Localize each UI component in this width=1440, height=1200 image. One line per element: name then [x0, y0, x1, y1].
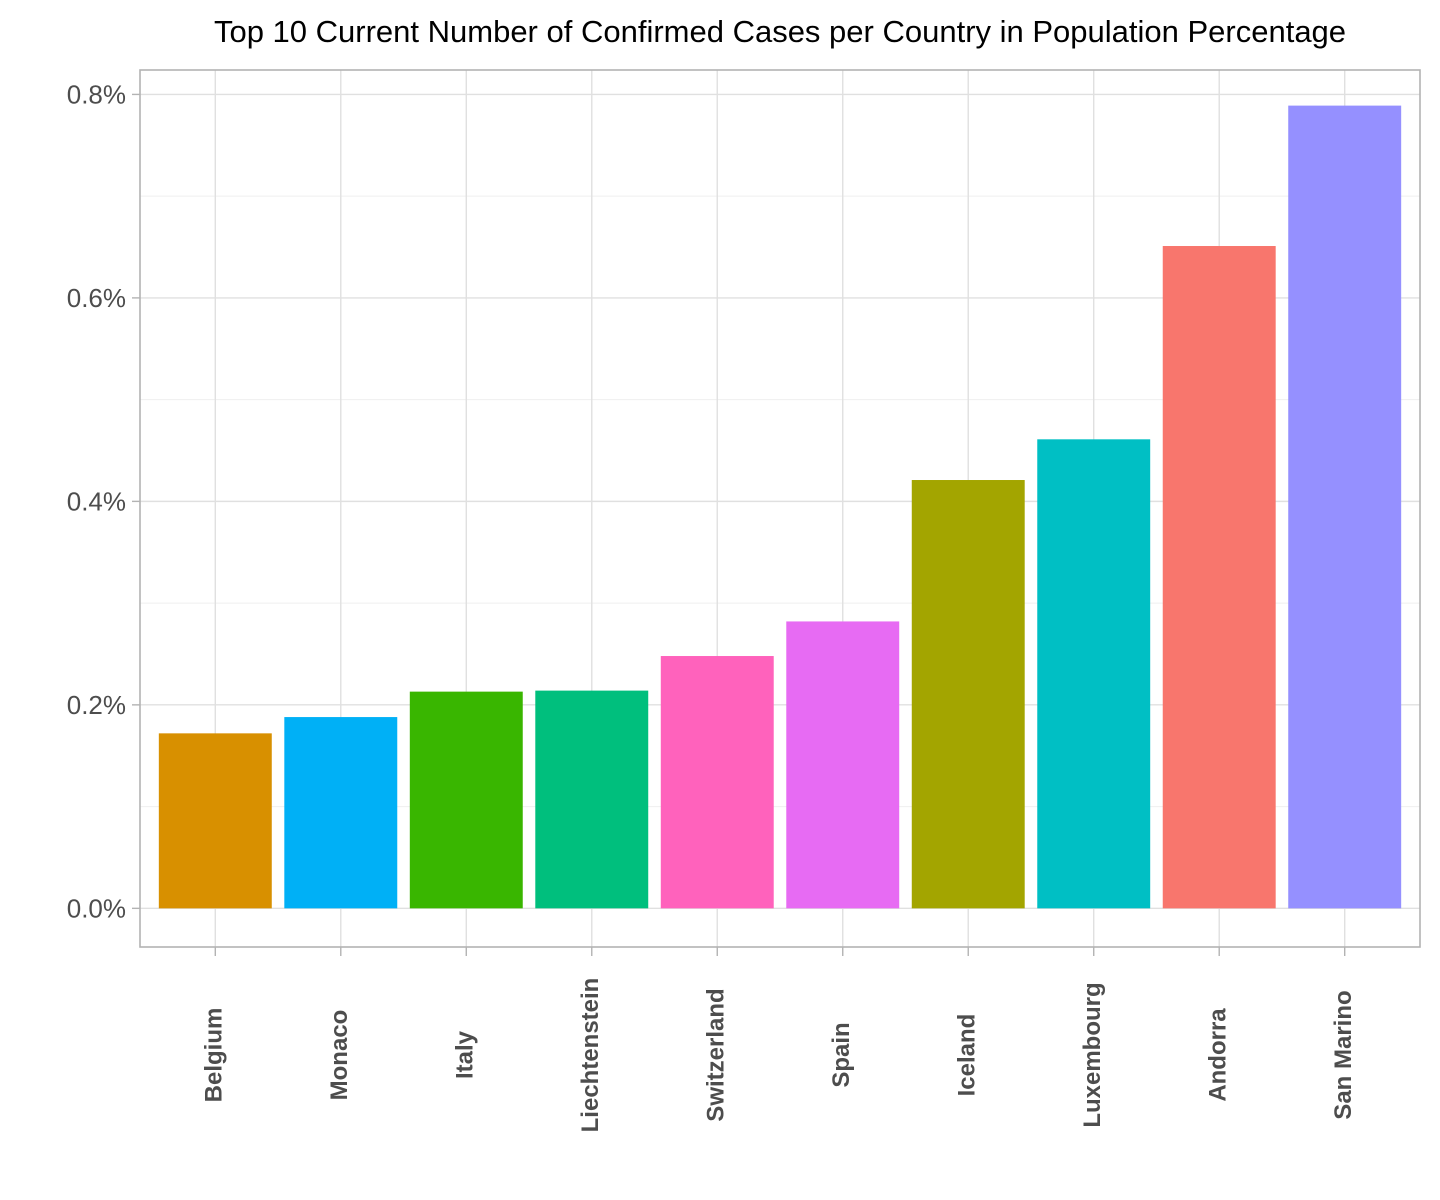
bar-luxembourg — [1037, 439, 1151, 909]
bar-spain — [786, 621, 900, 909]
x-axis: Belgium Monaco Italy Liechtenstein Switzerla… — [201, 947, 1357, 1132]
bar-belgium — [158, 733, 272, 909]
bar-italy — [409, 691, 523, 909]
x-tick-label: Liechtenstein — [577, 978, 604, 1133]
y-axis: 0.0% 0.2% 0.4% 0.6% 0.8% — [67, 79, 140, 923]
chart-title: Top 10 Current Number of Confirmed Cases… — [214, 14, 1346, 49]
x-tick-label: Spain — [828, 1022, 855, 1087]
y-tick-label: 0.0% — [67, 893, 126, 923]
x-tick-label: Belgium — [201, 1008, 228, 1103]
bar-andorra — [1162, 246, 1276, 909]
bar-liechtenstein — [535, 690, 649, 909]
x-tick-label: Italy — [452, 1030, 479, 1079]
x-tick-label: Iceland — [954, 1014, 981, 1097]
x-tick-label: Luxembourg — [1079, 982, 1106, 1127]
x-tick-label: Switzerland — [703, 988, 730, 1121]
x-tick-label: Monaco — [326, 1010, 353, 1101]
bar-monaco — [284, 717, 398, 909]
y-tick-label: 0.4% — [67, 486, 126, 516]
y-tick-label: 0.8% — [67, 79, 126, 109]
bar-switzerland — [660, 656, 774, 909]
y-tick-label: 0.2% — [67, 690, 126, 720]
bars — [158, 105, 1402, 909]
y-tick-label: 0.6% — [67, 283, 126, 313]
x-tick-label: San Marino — [1330, 990, 1357, 1119]
bar-san-marino — [1288, 105, 1402, 909]
bar-iceland — [911, 480, 1025, 909]
x-tick-label: Andorra — [1205, 1008, 1232, 1102]
plot-panel — [139, 69, 1421, 948]
